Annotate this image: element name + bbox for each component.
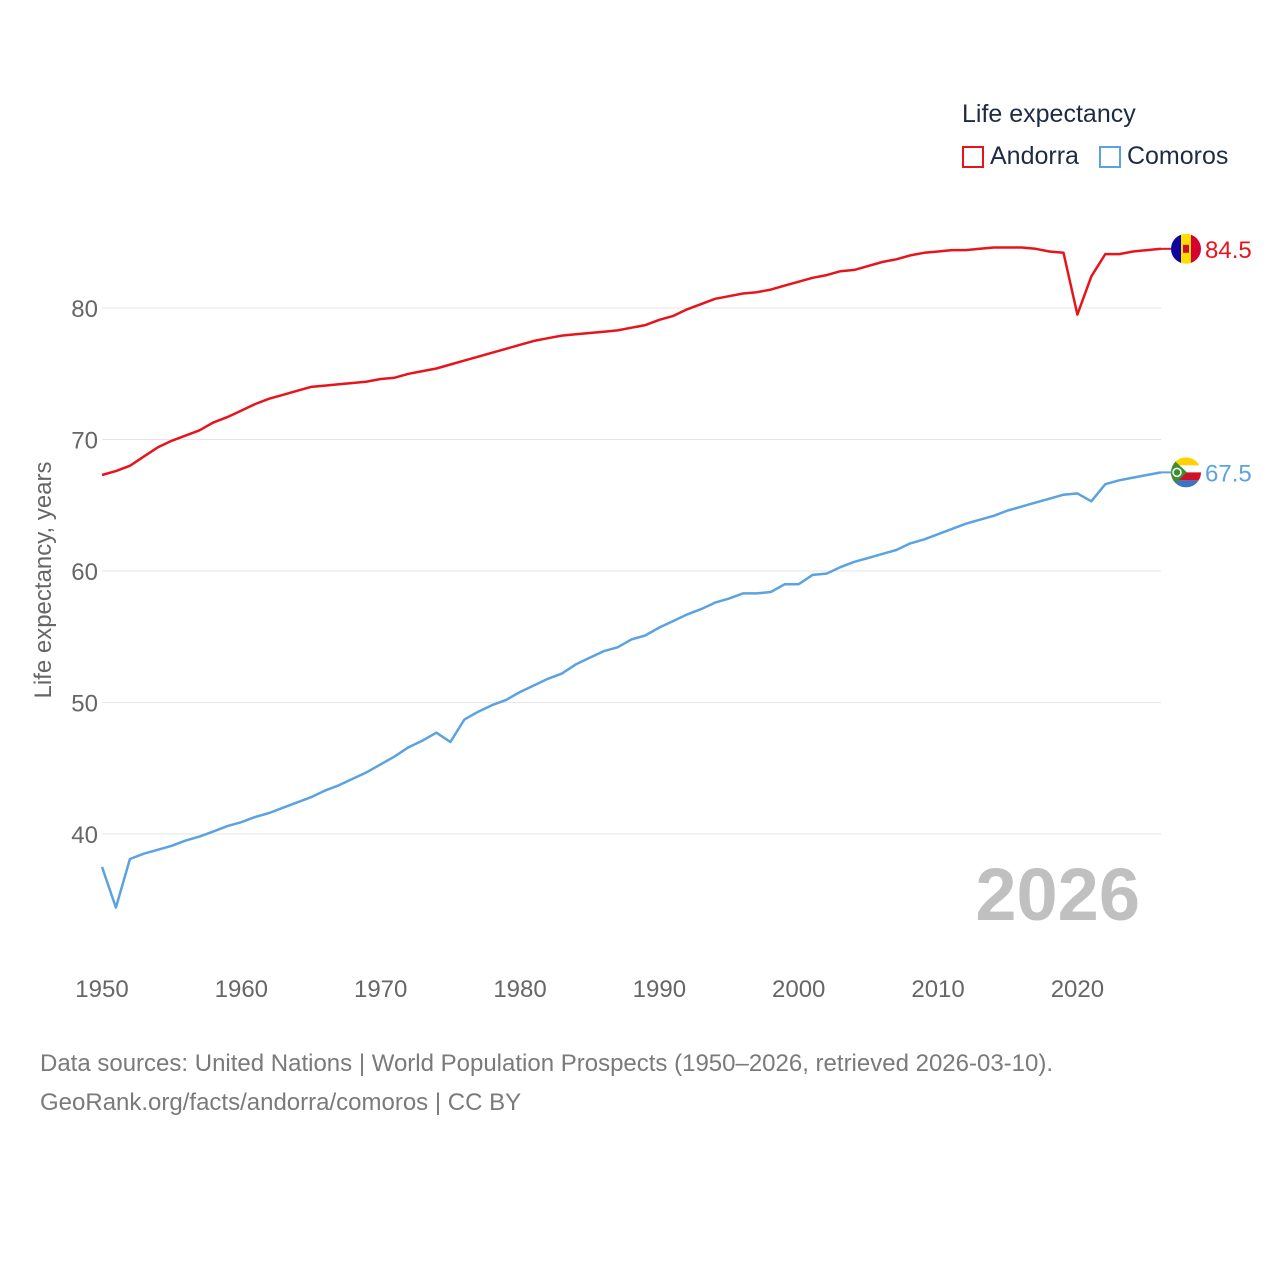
legend: Andorra Comoros: [962, 142, 1248, 171]
legend-item-comoros[interactable]: Comoros: [1098, 142, 1229, 171]
x-tick-label-2010: 2010: [911, 976, 964, 1003]
x-tick-label-2020: 2020: [1051, 976, 1104, 1003]
legend-item-andorra[interactable]: Andorra: [962, 142, 1079, 171]
footer-credit-line: GeoRank.org/facts/andorra/comoros | CC B…: [40, 1089, 522, 1116]
x-tick-label-1970: 1970: [354, 976, 407, 1003]
y-tick-label-80: 80: [71, 296, 98, 323]
footer-source-line: Data sources: United Nations | World Pop…: [40, 1050, 1054, 1077]
y-tick-label-50: 50: [71, 691, 98, 718]
y-tick-label-70: 70: [71, 428, 98, 455]
legend-title: Life expectancy: [962, 100, 1136, 128]
flag-icon-comoros: [1171, 457, 1201, 488]
x-tick-label-1950: 1950: [75, 976, 128, 1003]
x-tick-label-2000: 2000: [772, 976, 825, 1003]
y-tick-label-40: 40: [71, 822, 98, 849]
legend-swatch-andorra: [962, 145, 984, 168]
end-label-andorra: 84.5: [1205, 237, 1252, 264]
y-tick-label-60: 60: [71, 559, 98, 586]
footer-sources: Data sources: United Nations | World Pop…: [40, 1044, 1053, 1122]
year-label: 2026: [975, 853, 1140, 936]
y-axis-title: Life expectancy, years: [30, 461, 57, 698]
end-label-comoros: 67.5: [1205, 460, 1252, 487]
legend-label-comoros: Comoros: [1126, 142, 1229, 170]
series-line-comoros: [100, 471, 1162, 909]
x-tick-label-1990: 1990: [633, 976, 686, 1003]
flag-icon-andorra: [1171, 233, 1201, 264]
legend-label-andorra: Andorra: [990, 142, 1079, 170]
series-line-andorra: [101, 246, 1162, 477]
x-tick-label-1960: 1960: [215, 976, 268, 1003]
x-tick-label-1980: 1980: [493, 976, 546, 1003]
legend-swatch-comoros: [1098, 145, 1121, 168]
